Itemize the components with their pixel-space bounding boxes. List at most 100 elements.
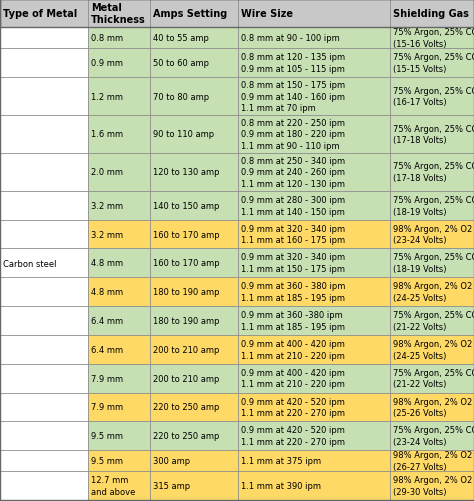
Text: 75% Argon, 25% CO2
(16-17 Volts): 75% Argon, 25% CO2 (16-17 Volts)	[393, 87, 474, 107]
Bar	[150, 154, 238, 191]
Bar	[0, 249, 88, 278]
Text: 315 amp: 315 amp	[153, 481, 190, 490]
Bar	[150, 78, 238, 116]
Text: Type of Metal: Type of Metal	[3, 9, 77, 19]
Bar	[88, 364, 150, 393]
Text: 70 to 80 amp: 70 to 80 amp	[153, 92, 209, 101]
Text: 9.5 mm: 9.5 mm	[91, 456, 123, 465]
Bar	[238, 364, 390, 393]
Text: 0.8 mm at 250 - 340 ipm
0.9 mm at 240 - 260 ipm
1.1 mm at 120 - 130 ipm: 0.8 mm at 250 - 340 ipm 0.9 mm at 240 - …	[241, 156, 345, 189]
Text: 200 to 210 amp: 200 to 210 amp	[153, 374, 219, 383]
Text: 6.4 mm: 6.4 mm	[91, 316, 123, 325]
Text: 98% Argon, 2% O2
(24-25 Volts): 98% Argon, 2% O2 (24-25 Volts)	[393, 339, 472, 360]
Bar	[238, 78, 390, 116]
Text: 0.8 mm at 120 - 135 ipm
0.9 mm at 105 - 115 ipm: 0.8 mm at 120 - 135 ipm 0.9 mm at 105 - …	[241, 53, 345, 74]
Bar	[0, 393, 88, 421]
Bar	[390, 421, 474, 450]
Bar	[88, 249, 150, 278]
Bar	[390, 191, 474, 220]
Bar	[150, 220, 238, 249]
Bar	[150, 28, 238, 49]
Text: 200 to 210 amp: 200 to 210 amp	[153, 345, 219, 354]
Bar	[88, 220, 150, 249]
Bar	[390, 307, 474, 335]
Bar	[0, 28, 88, 49]
Text: 4.8 mm: 4.8 mm	[91, 259, 123, 268]
Bar	[390, 471, 474, 500]
Text: 75% Argon, 25% CO2
(15-15 Volts): 75% Argon, 25% CO2 (15-15 Volts)	[393, 53, 474, 74]
Text: 90 to 110 amp: 90 to 110 amp	[153, 130, 214, 139]
Text: 75% Argon, 25% CO2
(18-19 Volts): 75% Argon, 25% CO2 (18-19 Volts)	[393, 195, 474, 216]
Bar	[238, 335, 390, 364]
Text: 40 to 55 amp: 40 to 55 amp	[153, 34, 209, 43]
Bar	[0, 116, 88, 154]
Text: 75% Argon, 25% CO2
(17-18 Volts): 75% Argon, 25% CO2 (17-18 Volts)	[393, 124, 474, 145]
Bar	[238, 421, 390, 450]
Bar	[88, 0, 150, 28]
Bar	[150, 116, 238, 154]
Bar	[238, 28, 390, 49]
Text: 180 to 190 amp: 180 to 190 amp	[153, 316, 219, 325]
Text: 0.9 mm at 360 -380 ipm
1.1 mm at 185 - 195 ipm: 0.9 mm at 360 -380 ipm 1.1 mm at 185 - 1…	[241, 311, 345, 331]
Bar	[0, 450, 88, 471]
Bar	[0, 154, 88, 191]
Text: Metal
Thickness: Metal Thickness	[91, 3, 146, 25]
Text: 160 to 170 amp: 160 to 170 amp	[153, 259, 219, 268]
Text: 98% Argon, 2% O2
(26-27 Volts): 98% Argon, 2% O2 (26-27 Volts)	[393, 450, 472, 471]
Bar	[150, 0, 238, 28]
Text: 7.9 mm: 7.9 mm	[91, 403, 123, 412]
Bar	[150, 450, 238, 471]
Bar	[0, 0, 474, 28]
Bar	[0, 307, 88, 335]
Bar	[88, 116, 150, 154]
Bar	[390, 335, 474, 364]
Text: 98% Argon, 2% O2
(23-24 Volts): 98% Argon, 2% O2 (23-24 Volts)	[393, 224, 472, 245]
Bar	[390, 78, 474, 116]
Text: 140 to 150 amp: 140 to 150 amp	[153, 201, 219, 210]
Bar	[150, 335, 238, 364]
Text: 1.1 mm at 390 ipm: 1.1 mm at 390 ipm	[241, 481, 321, 490]
Text: 0.9 mm at 400 - 420 ipm
1.1 mm at 210 - 220 ipm: 0.9 mm at 400 - 420 ipm 1.1 mm at 210 - …	[241, 368, 345, 389]
Bar	[238, 0, 390, 28]
Bar	[88, 307, 150, 335]
Text: 75% Argon, 25% CO2
(21-22 Volts): 75% Argon, 25% CO2 (21-22 Volts)	[393, 311, 474, 331]
Bar	[150, 49, 238, 78]
Bar	[0, 191, 88, 220]
Bar	[390, 28, 474, 49]
Bar	[238, 116, 390, 154]
Bar	[390, 154, 474, 191]
Text: 98% Argon, 2% O2
(24-25 Volts): 98% Argon, 2% O2 (24-25 Volts)	[393, 282, 472, 303]
Bar	[88, 191, 150, 220]
Bar	[238, 278, 390, 307]
Text: 220 to 250 amp: 220 to 250 amp	[153, 403, 219, 412]
Text: Amps Setting: Amps Setting	[153, 9, 227, 19]
Bar	[390, 278, 474, 307]
Bar	[0, 49, 88, 78]
Text: 0.8 mm: 0.8 mm	[91, 34, 123, 43]
Bar	[0, 421, 88, 450]
Bar	[0, 278, 88, 307]
Text: 0.9 mm: 0.9 mm	[91, 59, 123, 68]
Bar	[390, 116, 474, 154]
Bar	[88, 335, 150, 364]
Text: 120 to 130 amp: 120 to 130 amp	[153, 168, 219, 177]
Bar	[238, 471, 390, 500]
Bar	[88, 393, 150, 421]
Text: 0.9 mm at 320 - 340 ipm
1.1 mm at 150 - 175 ipm: 0.9 mm at 320 - 340 ipm 1.1 mm at 150 - …	[241, 253, 345, 274]
Bar	[88, 278, 150, 307]
Text: 0.9 mm at 420 - 520 ipm
1.1 mm at 220 - 270 ipm: 0.9 mm at 420 - 520 ipm 1.1 mm at 220 - …	[241, 425, 345, 446]
Text: 0.8 mm at 150 - 175 ipm
0.9 mm at 140 - 160 ipm
1.1 mm at 70 ipm: 0.8 mm at 150 - 175 ipm 0.9 mm at 140 - …	[241, 81, 345, 113]
Text: 3.2 mm: 3.2 mm	[91, 201, 123, 210]
Bar	[390, 450, 474, 471]
Text: 9.5 mm: 9.5 mm	[91, 431, 123, 440]
Bar	[390, 393, 474, 421]
Text: 0.9 mm at 280 - 300 ipm
1.1 mm at 140 - 150 ipm: 0.9 mm at 280 - 300 ipm 1.1 mm at 140 - …	[241, 195, 345, 216]
Text: 160 to 170 amp: 160 to 170 amp	[153, 230, 219, 239]
Text: Carbon steel: Carbon steel	[3, 260, 56, 269]
Bar	[150, 471, 238, 500]
Bar	[150, 307, 238, 335]
Text: 4.8 mm: 4.8 mm	[91, 288, 123, 297]
Text: 1.1 mm at 375 ipm: 1.1 mm at 375 ipm	[241, 456, 321, 465]
Bar	[150, 278, 238, 307]
Bar	[88, 28, 150, 49]
